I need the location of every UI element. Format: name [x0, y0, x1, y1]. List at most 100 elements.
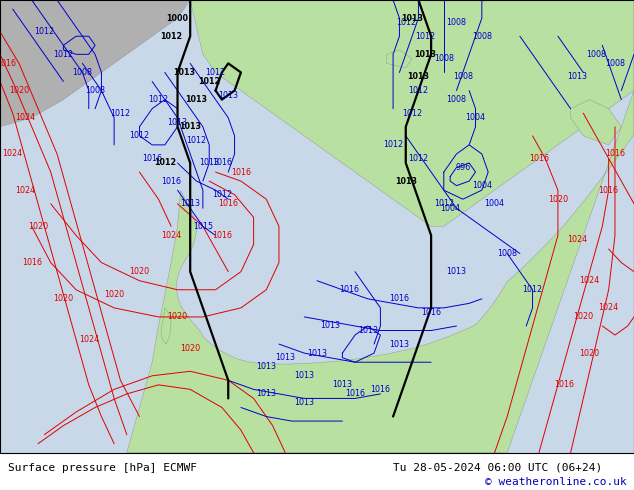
Text: 1013: 1013	[332, 380, 353, 390]
Text: 1012: 1012	[415, 32, 435, 41]
Text: 1013: 1013	[256, 362, 276, 371]
Text: 1013: 1013	[414, 50, 436, 59]
Text: 1004: 1004	[465, 113, 486, 122]
Text: 1012: 1012	[408, 86, 429, 95]
Text: 1013: 1013	[307, 349, 327, 358]
Text: 1013: 1013	[358, 326, 378, 335]
Text: 1016: 1016	[0, 59, 16, 68]
Text: 1008: 1008	[72, 68, 93, 77]
Text: 1012: 1012	[148, 95, 169, 104]
Text: 1024: 1024	[567, 236, 587, 245]
Text: 1012: 1012	[198, 77, 220, 86]
Text: 1013: 1013	[173, 68, 195, 77]
Text: 1013: 1013	[294, 371, 314, 380]
Text: 1020: 1020	[573, 313, 593, 321]
Polygon shape	[241, 45, 304, 77]
Text: 1008: 1008	[446, 18, 467, 27]
Text: 1020: 1020	[579, 349, 600, 358]
Text: 1020: 1020	[180, 344, 200, 353]
Polygon shape	[520, 36, 609, 91]
Text: 1004: 1004	[472, 181, 492, 190]
Text: 1013: 1013	[294, 398, 314, 408]
Text: 1016: 1016	[161, 176, 181, 186]
Text: 1008: 1008	[586, 50, 606, 59]
Text: 1013: 1013	[180, 199, 200, 208]
Text: 1016: 1016	[389, 294, 410, 303]
Text: 1012: 1012	[205, 68, 226, 77]
Text: 1024: 1024	[15, 113, 36, 122]
Text: 1016: 1016	[142, 154, 162, 163]
Text: 1004: 1004	[484, 199, 505, 208]
Polygon shape	[127, 91, 634, 453]
Text: 1016: 1016	[605, 149, 625, 158]
Text: 1013: 1013	[256, 390, 276, 398]
Text: 1016: 1016	[345, 390, 365, 398]
Text: 1013: 1013	[408, 73, 429, 81]
Polygon shape	[0, 0, 634, 453]
Text: Tu 28-05-2024 06:00 UTC (06+24): Tu 28-05-2024 06:00 UTC (06+24)	[393, 463, 602, 473]
Text: 1008: 1008	[497, 249, 517, 258]
Text: 1012: 1012	[160, 32, 182, 41]
Text: 1015: 1015	[193, 222, 213, 231]
Text: © weatheronline.co.uk: © weatheronline.co.uk	[484, 477, 626, 487]
Text: 1012: 1012	[154, 158, 176, 168]
Text: 1016: 1016	[339, 285, 359, 294]
Text: 1024: 1024	[79, 335, 99, 344]
Text: 1012: 1012	[434, 199, 454, 208]
Text: 1013: 1013	[395, 176, 417, 186]
Text: 1008: 1008	[472, 32, 492, 41]
Text: 996: 996	[455, 163, 470, 172]
Text: 1013: 1013	[320, 321, 340, 330]
Text: 1016: 1016	[598, 186, 619, 195]
Text: 1012: 1012	[396, 18, 416, 27]
Text: 1012: 1012	[408, 154, 429, 163]
Text: 1016: 1016	[231, 168, 251, 176]
Text: Surface pressure [hPa] ECMWF: Surface pressure [hPa] ECMWF	[8, 463, 197, 473]
Text: 1020: 1020	[129, 267, 150, 276]
Text: 1008: 1008	[434, 54, 454, 63]
Text: 1013: 1013	[167, 118, 188, 127]
Text: 1008: 1008	[85, 86, 105, 95]
Polygon shape	[387, 50, 412, 68]
Text: 1020: 1020	[167, 313, 188, 321]
Text: 1016: 1016	[421, 308, 441, 317]
Polygon shape	[190, 0, 634, 226]
Text: 1012: 1012	[186, 136, 207, 145]
Text: 1024: 1024	[598, 303, 619, 313]
Text: 1016: 1016	[554, 380, 574, 390]
Text: 1008: 1008	[605, 59, 625, 68]
Polygon shape	[0, 0, 190, 127]
Text: 1012: 1012	[383, 140, 403, 149]
Text: 1013: 1013	[446, 267, 467, 276]
Text: 1008: 1008	[446, 95, 467, 104]
Text: 1016: 1016	[370, 385, 391, 394]
Text: 1012: 1012	[53, 50, 74, 59]
Text: 1000: 1000	[167, 14, 188, 23]
Text: 1013: 1013	[179, 122, 201, 131]
Text: 1013: 1013	[186, 95, 207, 104]
Text: 1012: 1012	[129, 131, 150, 140]
Text: 1024: 1024	[15, 186, 36, 195]
Text: 1008: 1008	[453, 73, 473, 81]
Text: 1020: 1020	[9, 86, 29, 95]
Text: 1012: 1012	[34, 27, 55, 36]
Text: 1013: 1013	[199, 158, 219, 168]
Text: 1012: 1012	[402, 109, 422, 118]
Text: 1013: 1013	[389, 340, 410, 348]
Polygon shape	[571, 99, 621, 145]
Text: 1016: 1016	[218, 199, 238, 208]
Text: 1024: 1024	[579, 276, 600, 285]
Text: 1012: 1012	[110, 109, 131, 118]
Text: 1013: 1013	[275, 353, 295, 362]
Text: 1016: 1016	[212, 231, 232, 240]
Text: 1013: 1013	[567, 73, 587, 81]
Text: 1020: 1020	[104, 290, 124, 299]
Text: 1016: 1016	[22, 258, 42, 267]
Text: 1020: 1020	[53, 294, 74, 303]
Text: 1024: 1024	[3, 149, 23, 158]
Text: 1013: 1013	[218, 91, 238, 99]
Polygon shape	[161, 308, 171, 344]
Text: 1013: 1013	[401, 14, 423, 23]
Text: 1016: 1016	[529, 154, 549, 163]
Text: 1016: 1016	[212, 158, 232, 168]
